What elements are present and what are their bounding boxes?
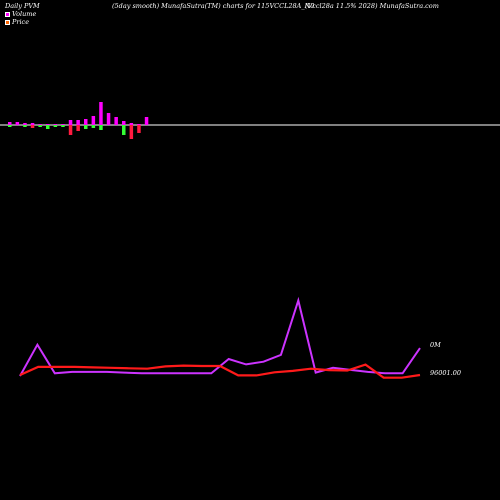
volume-swatch-icon — [5, 11, 10, 17]
bar-up — [76, 120, 80, 125]
bar-up — [122, 121, 126, 125]
legend-label-price: Price — [12, 18, 30, 26]
bar-series — [8, 102, 149, 139]
bar-up — [30, 123, 35, 125]
bar-up — [61, 124, 65, 125]
bar-down — [68, 125, 73, 135]
bar-up — [53, 124, 58, 125]
chart-header-left: Daily PVM — [5, 2, 40, 10]
bar-down — [91, 125, 96, 128]
bar-up — [68, 120, 73, 125]
bar-down — [137, 125, 141, 133]
bar-down — [53, 125, 58, 127]
bar-down — [61, 125, 65, 127]
price-swatch-icon — [5, 19, 10, 25]
bar-down — [84, 125, 88, 129]
bar-down — [38, 125, 42, 127]
chart-header-right: (Vccl28a 11.5% 2028) MunafaSutra.com — [305, 2, 439, 10]
bar-up — [46, 124, 50, 125]
price-series-line — [19, 363, 421, 379]
bar-down — [129, 125, 134, 139]
volume-series-line — [19, 296, 421, 377]
bar-down — [99, 125, 103, 130]
bar-down — [76, 125, 80, 131]
bar-down — [30, 125, 35, 128]
legend-label-volume: Volume — [12, 10, 37, 18]
legend-item-price: Price — [5, 18, 29, 26]
legend-item-volume: Volume — [5, 10, 36, 18]
bar-down — [8, 125, 12, 127]
bar-up — [38, 124, 42, 125]
bar-up — [91, 116, 96, 125]
bar-up — [137, 124, 141, 125]
bar-down — [46, 125, 50, 129]
bar-down — [122, 125, 126, 135]
bar-up — [84, 119, 88, 125]
bar-up — [15, 122, 20, 125]
bar-up — [144, 117, 149, 125]
bar-up — [114, 117, 118, 125]
bar-down — [23, 125, 27, 127]
chart-header-center: (5day smooth) MunafaSutra(TM) charts for… — [112, 2, 315, 10]
bar-up — [8, 122, 12, 125]
price-axis-label: 96001.00 — [430, 369, 462, 377]
bar-up — [106, 113, 111, 125]
volume-axis-label: 0M — [430, 341, 441, 349]
bar-up — [99, 102, 103, 125]
bar-up — [23, 123, 27, 125]
bar-up — [129, 123, 134, 125]
